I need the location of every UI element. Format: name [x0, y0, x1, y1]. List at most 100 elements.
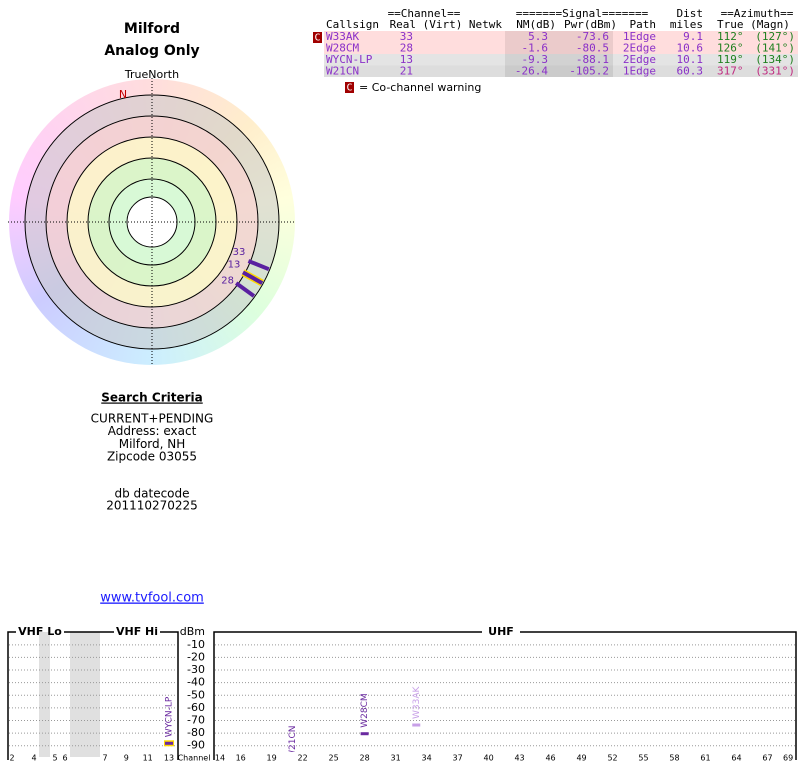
y-tick-label: -90: [187, 739, 205, 752]
row-background: [324, 31, 798, 43]
bearing-mark: [247, 259, 270, 272]
table-cell: -26.4: [515, 65, 548, 78]
channel-tick-label: 31: [391, 754, 401, 763]
table-cell: W28CM: [326, 42, 359, 55]
uhf-frame: [213, 631, 797, 760]
vhf-frame: [7, 631, 179, 760]
band-gap: [70, 632, 100, 757]
channel-tick-label: 5: [52, 754, 57, 763]
column-header: True (Magn): [717, 18, 790, 31]
signal-shade: [505, 31, 613, 43]
channel-tick-label: 7: [102, 754, 107, 763]
subtitle: Analog Only: [104, 43, 199, 59]
station-label: W33AK: [412, 686, 422, 720]
bearing-label: 13: [228, 260, 241, 271]
table-cell: (331°): [755, 65, 795, 78]
warning-marker: C: [314, 33, 320, 44]
channel-tick-label: 37: [452, 754, 462, 763]
band-gap: [39, 632, 50, 757]
channel-tick-label: 52: [607, 754, 617, 763]
group-header: Dist: [677, 7, 704, 20]
channel-tick-label: 28: [360, 754, 370, 763]
datecode: 201110270225: [106, 499, 198, 513]
channel-tick-label: 14: [215, 754, 225, 763]
search-title: Search Criteria: [101, 391, 202, 405]
table-cell: 33: [400, 30, 413, 43]
channel-tick-label: 69: [783, 754, 793, 763]
channel-tick-label: 4: [31, 754, 36, 763]
channel-tick-label: 16: [236, 754, 246, 763]
title: Milford: [124, 21, 180, 37]
y-tick-label: -10: [187, 638, 205, 651]
table-cell: 10.1: [677, 53, 704, 66]
column-header: Netwk: [469, 18, 502, 31]
column-header: miles: [670, 18, 703, 31]
polar-marks: 33 28 13: [221, 247, 270, 298]
channel-tick-label: 64: [731, 754, 741, 763]
group-header: =======Signal=======: [516, 7, 649, 20]
station-bar: [288, 763, 296, 766]
table-cell: 119°: [717, 53, 744, 66]
table-cell: -105.2: [569, 65, 609, 78]
signal-shade: [505, 65, 613, 77]
warning-box: [345, 82, 354, 93]
column-header: Path: [630, 18, 657, 31]
column-header: Pwr(dBm): [564, 18, 617, 31]
y-tick-label: -80: [187, 726, 205, 739]
table-cell: 9.1: [683, 30, 703, 43]
channel-tick-label: 40: [483, 754, 493, 763]
north-label: TrueNorth: [124, 68, 179, 81]
warning-marker: C: [346, 83, 352, 94]
search-line: CURRENT+PENDING: [91, 412, 214, 426]
table-cell: -73.6: [576, 30, 609, 43]
warning-box: [313, 32, 322, 43]
table-cell: W33AK: [326, 30, 359, 43]
table-cell: WYCN-LP: [326, 53, 373, 66]
table-cell: (141°): [755, 42, 795, 55]
table-cell: -9.3: [522, 53, 549, 66]
search-line: Zipcode 03055: [107, 450, 197, 464]
band-label: VHF Hi: [116, 625, 158, 638]
polar-rings: [8, 78, 296, 366]
table-cell: 28: [400, 42, 413, 55]
table-cell: 2Edge: [623, 53, 656, 66]
station-label: W28CM: [360, 693, 370, 727]
channel-tick-label: 13: [164, 754, 174, 763]
table-cell: 5.3: [528, 30, 548, 43]
y-tick-label: -40: [187, 676, 205, 689]
table-cell: (127°): [755, 30, 795, 43]
station-label: W21CN: [288, 725, 298, 758]
table-cell: -80.5: [576, 42, 609, 55]
signal-shade: [505, 42, 613, 54]
channel-tick-label: 2: [9, 754, 14, 763]
table-cell: -88.1: [576, 53, 609, 66]
channel-tick-label: 49: [576, 754, 586, 763]
channel-tick-label: 34: [422, 754, 432, 763]
table-cell: 317°: [717, 65, 744, 78]
y-tick-label: -70: [187, 713, 205, 726]
station-bar: [412, 723, 421, 727]
site-link[interactable]: www.tvfool.com: [100, 591, 204, 606]
table-cell: W21CN: [326, 65, 359, 78]
channel-tick-label: 22: [298, 754, 308, 763]
column-header: Real (Virt): [390, 18, 463, 31]
channel-tick-label: 61: [700, 754, 710, 763]
station-table: ==Channel== =======Signal======= Dist ==Azi…: [313, 7, 798, 94]
y-tick-label: -60: [187, 701, 205, 714]
channel-tick-label: 25: [329, 754, 339, 763]
y-axis-label: dBm: [180, 625, 205, 638]
channel-tick-label: 46: [545, 754, 555, 763]
north-marker: N: [119, 88, 127, 101]
table-cell: 2Edge: [623, 42, 656, 55]
column-header: Callsign: [326, 18, 379, 31]
site-link-text[interactable]: www.tvfool.com: [100, 591, 204, 606]
table-cell: (134°): [755, 53, 795, 66]
bearing-label: 28: [221, 275, 234, 286]
group-header: ==Channel==: [388, 7, 461, 20]
table-cell: 112°: [717, 30, 744, 43]
table-cell: 10.6: [677, 42, 704, 55]
search-line: Milford, NH: [119, 437, 186, 451]
y-tick-label: -30: [187, 663, 205, 676]
